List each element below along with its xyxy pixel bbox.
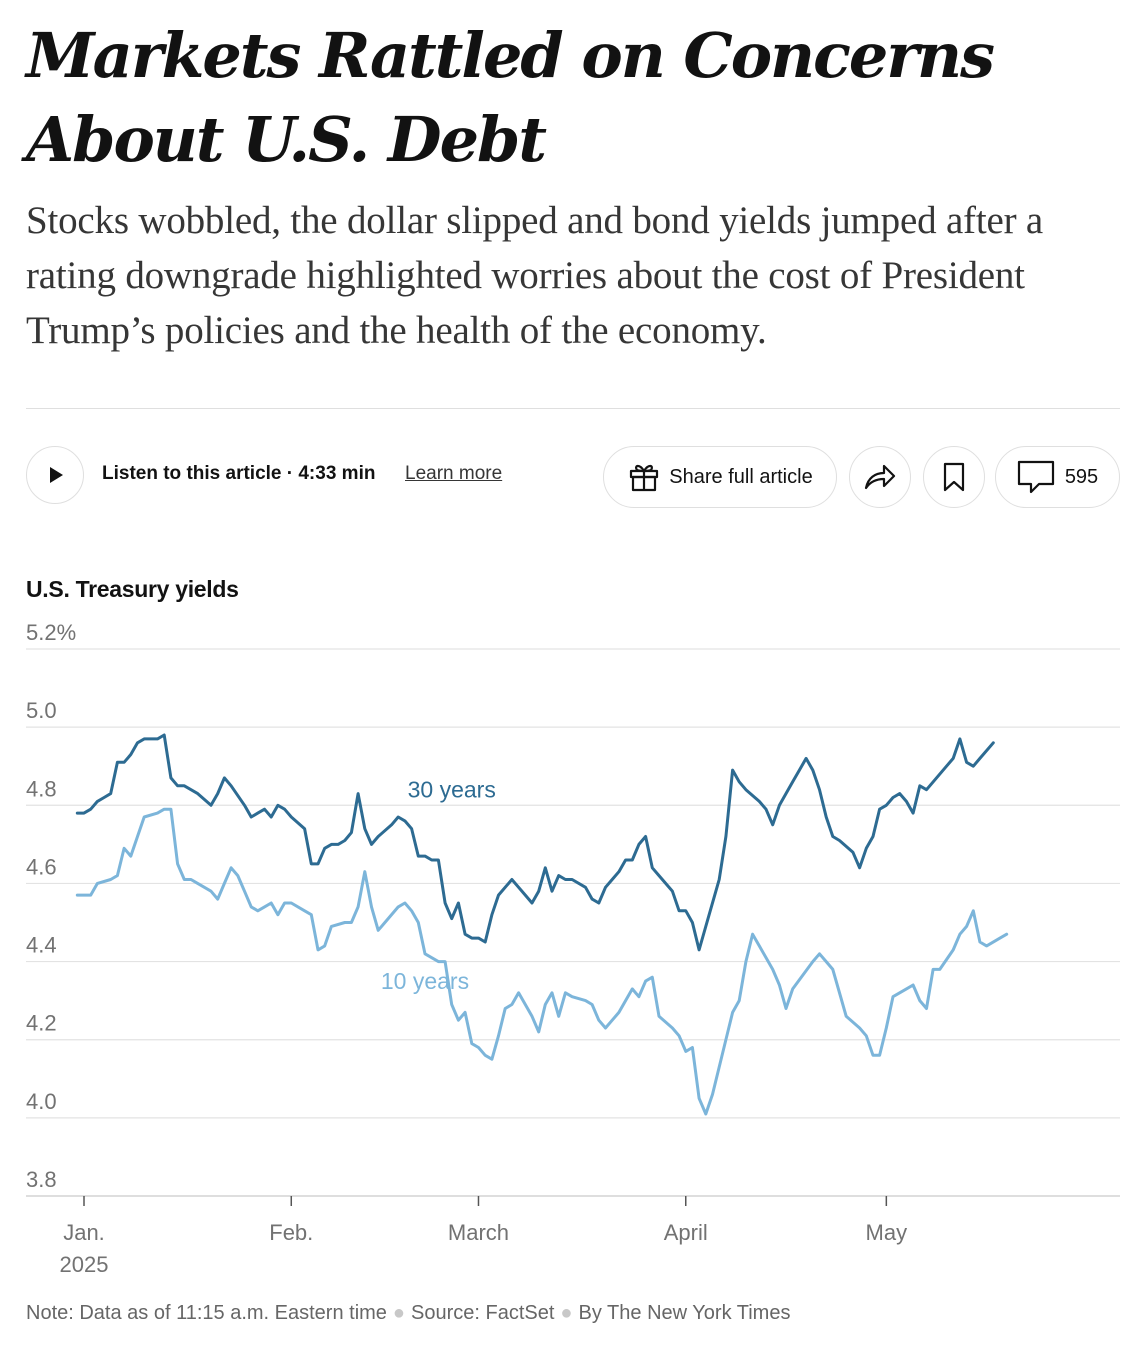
y-tick-label: 3.8 xyxy=(26,1167,57,1192)
y-tick-label: 4.8 xyxy=(26,776,57,801)
x-tick-label: Jan. xyxy=(63,1220,105,1245)
share-arrow-icon xyxy=(864,464,896,490)
save-article-button[interactable] xyxy=(923,446,985,508)
chart-title: U.S. Treasury yields xyxy=(26,576,239,602)
article-toolbar: Listen to this article · 4:33 min Learn … xyxy=(26,446,1120,508)
series-line-30-years xyxy=(75,733,995,952)
share-full-article-label: Share full article xyxy=(669,465,813,488)
divider xyxy=(26,408,1120,409)
play-audio-button[interactable] xyxy=(26,446,84,504)
share-button[interactable] xyxy=(849,446,911,508)
article-summary: Stocks wobbled, the dollar slipped and b… xyxy=(26,199,1044,352)
y-tick-label: 4.6 xyxy=(26,854,57,879)
data-note: Note: Data as of 11:15 a.m. Eastern time xyxy=(26,1302,387,1324)
x-tick-label: April xyxy=(664,1220,708,1245)
x-tick-label: March xyxy=(448,1220,509,1245)
bookmark-icon xyxy=(943,462,965,492)
play-icon xyxy=(50,467,63,483)
y-tick-label: 5.0 xyxy=(26,698,57,723)
comments-button[interactable]: 595 xyxy=(995,446,1120,508)
x-tick-label: May xyxy=(866,1220,908,1245)
comment-bubble-icon xyxy=(1017,460,1054,494)
share-full-article-button[interactable]: Share full article xyxy=(603,446,837,508)
byline: By The New York Times xyxy=(578,1302,791,1324)
separator-dot: ● xyxy=(392,1302,406,1324)
series-label-10-years: 10 years xyxy=(381,968,469,994)
series-line-10-years xyxy=(75,807,1009,1116)
y-tick-label: 5.2% xyxy=(26,620,76,645)
x-tick-sublabel: 2025 xyxy=(60,1252,109,1277)
separator-dot: ● xyxy=(560,1302,573,1324)
y-tick-label: 4.0 xyxy=(26,1089,57,1114)
listen-label: Listen to this article · 4:33 min xyxy=(102,463,376,484)
y-tick-label: 4.2 xyxy=(26,1011,57,1036)
learn-more-link[interactable]: Learn more xyxy=(405,463,503,484)
y-tick-label: 4.4 xyxy=(26,933,57,958)
chart-footer: Note: Data as of 11:15 a.m. Eastern time… xyxy=(26,1302,790,1325)
comment-count: 595 xyxy=(1064,465,1099,488)
source-note: Source: FactSet xyxy=(411,1302,555,1324)
treasury-yields-chart: 5.2% 5.0 4.8 4.6 4.4 4.2 4.0 3.8 Jan. 2025 Feb. Mar… xyxy=(26,620,1120,1277)
gift-icon xyxy=(630,464,659,492)
series-label-30-years: 30 years xyxy=(408,776,496,802)
headline: Markets Rattled on Concerns About U.S. D… xyxy=(26,19,995,176)
x-tick-label: Feb. xyxy=(269,1220,313,1245)
